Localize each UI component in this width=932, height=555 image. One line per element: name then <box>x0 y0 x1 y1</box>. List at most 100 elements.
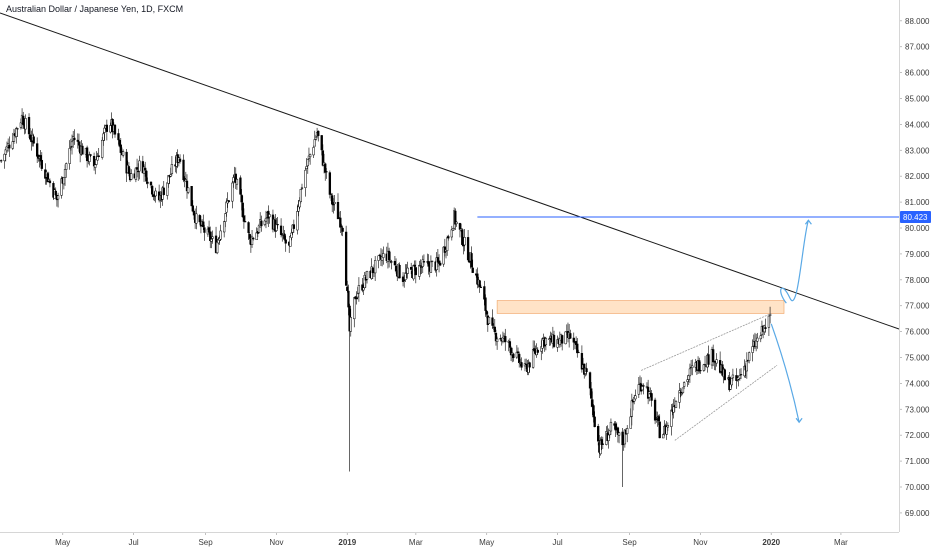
candle-up <box>210 238 213 242</box>
candle-down <box>178 158 182 162</box>
time-tick-label: Nov <box>269 538 283 547</box>
candle-up <box>665 426 668 435</box>
current-price-badge <box>900 211 931 224</box>
price-tick-label: 78.000 <box>905 276 930 285</box>
candle-down <box>561 335 564 344</box>
candle-down <box>723 369 726 381</box>
descending-trendline[interactable] <box>0 12 900 330</box>
candle-up <box>446 237 449 251</box>
candle-down <box>276 224 279 226</box>
candle-down <box>597 426 600 442</box>
candle-down <box>653 399 657 421</box>
candle-up <box>306 159 309 167</box>
candle-up <box>290 232 293 238</box>
candle-up <box>672 406 675 413</box>
candle-down <box>40 159 43 169</box>
candle-up <box>617 432 621 436</box>
candle-down <box>92 156 96 167</box>
candle-up <box>16 128 19 130</box>
candle-up <box>219 230 222 240</box>
supply-zone-rectangle[interactable] <box>496 300 785 314</box>
candle-down <box>650 393 653 401</box>
candle-up <box>715 359 718 364</box>
candle-down <box>516 351 520 354</box>
bearish-projection-arrow[interactable] <box>770 323 800 423</box>
candle-down <box>162 187 165 196</box>
candle-down <box>387 250 391 261</box>
candle-up <box>630 400 634 417</box>
candle-up <box>629 416 632 429</box>
candle-down <box>577 351 580 354</box>
time-tick-label: 2019 <box>338 538 356 547</box>
rising-wedge-upper-line[interactable] <box>640 313 772 371</box>
candle-down <box>202 221 205 228</box>
candle-down <box>8 144 11 149</box>
candle-down <box>616 427 620 435</box>
candle-down <box>398 264 401 279</box>
candle-down <box>346 286 349 291</box>
candles-layer <box>0 108 772 487</box>
candle-up <box>451 227 455 231</box>
time-tick-label: Mar <box>409 538 423 547</box>
price-tick-label: 71.000 <box>905 457 930 466</box>
price-tick-label: 75.000 <box>905 354 930 363</box>
candle-up <box>250 236 254 245</box>
candle-up <box>544 338 548 346</box>
arrowhead-down-icon <box>795 417 803 424</box>
candle-down <box>483 286 486 300</box>
candle-down <box>390 261 393 263</box>
candle-down <box>279 225 283 235</box>
candle-up <box>756 337 759 342</box>
candle-down <box>593 416 596 428</box>
candle-up <box>296 211 299 231</box>
candle-down <box>182 159 185 181</box>
time-tick-label: Sep <box>622 538 637 547</box>
candle-down <box>479 286 483 288</box>
candle-down <box>73 137 76 141</box>
candle-up <box>88 154 91 162</box>
candle-up <box>313 139 316 147</box>
time-tick-label: 2020 <box>762 538 780 547</box>
candle-up <box>688 368 692 377</box>
candle-up <box>60 178 63 196</box>
candle-up <box>666 424 670 428</box>
candle-up <box>3 153 6 162</box>
candle-down <box>520 362 523 368</box>
candle-down <box>243 221 247 223</box>
candle-down <box>478 280 481 288</box>
candle-up <box>130 173 133 180</box>
candle-down <box>331 195 334 205</box>
candle-up <box>634 395 637 400</box>
candle-down <box>36 143 39 157</box>
candle-up <box>662 434 665 439</box>
candle-up <box>420 266 423 268</box>
price-tick-label: 87.000 <box>905 43 930 52</box>
candle-up <box>235 179 239 185</box>
candle-down <box>248 233 251 239</box>
candle-down <box>22 115 25 125</box>
candle-down <box>422 261 426 263</box>
candle-up <box>70 141 74 147</box>
candle-down <box>260 220 263 227</box>
candle-down <box>89 154 92 156</box>
candle-up <box>648 391 651 398</box>
bullish-projection-arrow[interactable] <box>780 220 809 304</box>
candle-down <box>227 200 230 202</box>
candle-up <box>232 177 235 183</box>
candle-up <box>166 182 169 196</box>
supply-zone-layer <box>496 300 785 314</box>
candle-up <box>69 146 73 148</box>
candle-down <box>32 136 35 144</box>
candle-up <box>138 160 141 172</box>
candle-up <box>759 335 762 340</box>
price-axis-border <box>899 0 900 532</box>
candle-up <box>702 364 706 371</box>
candle-down <box>655 418 658 420</box>
candle-down <box>328 172 332 195</box>
rising-wedge-lower-line[interactable] <box>674 364 778 441</box>
candle-down <box>242 215 246 222</box>
price-tick-label: 84.000 <box>905 120 930 129</box>
candle-up <box>738 375 742 379</box>
